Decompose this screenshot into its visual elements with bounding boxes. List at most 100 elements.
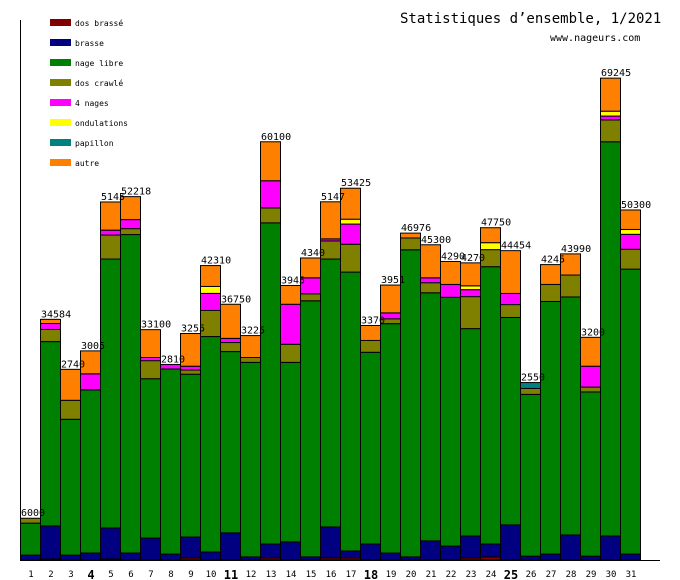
x-tick-label: 5 (108, 570, 113, 580)
x-tick-label: 27 (546, 570, 557, 580)
bar-segment-nage-libre (240, 361, 261, 558)
bar-day-23 (460, 262, 481, 561)
x-tick-label: 21 (426, 570, 437, 580)
x-tick-label: 6 (128, 570, 133, 580)
x-tick-label: 11 (224, 568, 238, 580)
bar-day-18 (360, 324, 381, 561)
bar-segment-autre (100, 201, 121, 231)
bar-total-label: 5147 (321, 192, 345, 203)
legend-swatch (50, 139, 71, 146)
bar-segment-dos-crawlé (340, 243, 361, 273)
x-tick-label: 4 (87, 568, 94, 580)
bar-segment-nage-libre (560, 296, 581, 536)
bar-total-label: 4245 (541, 255, 565, 266)
legend-label: dos crawlé (75, 78, 123, 88)
legend-label: dos brassé (75, 18, 123, 28)
bar-segment-autre (320, 201, 341, 240)
bar-segment-nage-libre (580, 391, 601, 557)
bar-segment-dos-crawlé (360, 339, 381, 353)
bar-day-16 (320, 201, 341, 561)
x-tick-label: 7 (148, 570, 153, 580)
x-tick-label: 18 (364, 568, 378, 580)
bar-total-label: 4340 (301, 248, 325, 259)
bar-segment-nage-libre (300, 300, 321, 558)
x-tick-labels: 1 2 3 4 5 6 7 8 9 10 11 12 13 14 15 16 17 18 19 20 21 22 23 24 2… (28, 568, 636, 580)
x-tick-label: 28 (566, 570, 577, 580)
bar-segment-nage-libre (540, 300, 561, 555)
bar-segment-4-nages (200, 292, 221, 311)
bar-segment-nage-libre (80, 389, 101, 554)
bar-segment-autre (360, 324, 381, 341)
bar-total-label: 5145 (101, 192, 125, 203)
legend-item: ondulations (50, 119, 128, 128)
bar-total-label: 45300 (421, 235, 451, 246)
chart-title: Statistiques d’ensemble, 1/2021 (400, 11, 661, 27)
bar-segment-nage-libre (380, 323, 401, 554)
bar-segment-dos-crawlé (260, 207, 281, 224)
legend-label: brasse (75, 39, 104, 48)
bar-segment-4-nages (460, 289, 481, 298)
bar-segment-nage-libre (400, 249, 421, 558)
bar-segment-nage-libre (100, 258, 121, 529)
bar-segment-brasse (540, 553, 561, 561)
bar-segment-brasse (100, 527, 121, 560)
bar-total-label: 60100 (261, 132, 291, 143)
legend-item: dos crawlé (50, 78, 123, 88)
bar-segment-4-nages (500, 292, 521, 306)
bar-total-label: 44454 (501, 241, 531, 252)
bar-segment-autre (120, 196, 141, 221)
bar-segment-brasse (420, 540, 441, 561)
chart-subtitle: www.nageurs.com (550, 33, 640, 44)
bar-segment-autre (340, 187, 361, 220)
bar-segment-4-nages (580, 365, 601, 388)
bar-segment-brasse (320, 526, 341, 559)
x-tick-label: 1 (28, 570, 33, 580)
bar-segment-brasse (620, 553, 641, 561)
bar-total-label: 50300 (621, 200, 651, 211)
bar-segment-nage-libre (360, 351, 381, 545)
bar-day-10 (200, 265, 221, 561)
x-tick-label: 10 (206, 570, 217, 580)
bar-segment-brasse (280, 541, 301, 561)
bar-segment-dos-crawlé (180, 369, 201, 375)
bar-day-5 (100, 201, 121, 561)
bar-segment-4-nages (180, 365, 201, 371)
bar-segment-autre (140, 329, 161, 358)
bar-day-3 (60, 368, 81, 561)
bar-segment-nage-libre (280, 361, 301, 543)
bar-total-label: 36750 (221, 294, 251, 305)
bar-segment-ondulations (200, 285, 221, 294)
x-tick-label: 16 (326, 570, 337, 580)
x-tick-label: 20 (406, 570, 417, 580)
bar-total-label: 47750 (481, 218, 511, 229)
bar-segment-4-nages (100, 229, 121, 236)
bar-segment-4-nages (40, 323, 61, 330)
legend-label: nage libre (75, 59, 123, 68)
bar-day-25 (500, 250, 521, 561)
bar-day-26 (520, 382, 541, 561)
bar-segment-dos-crawlé (520, 387, 541, 395)
bar-total-label: 42310 (201, 256, 231, 267)
legend-label: ondulations (75, 119, 128, 128)
bar-total-label: 46976 (401, 223, 431, 234)
bar-segment-nage-libre (440, 296, 461, 547)
bar-total-label: 4270 (461, 253, 485, 264)
bar-segment-nage-libre (180, 373, 201, 538)
bar-total-label: 3225 (241, 326, 265, 337)
legend-item: 4 nages (50, 99, 109, 108)
bar-segment-brasse (520, 555, 541, 561)
bar-segment-nage-libre (260, 222, 281, 545)
bar-segment-nage-libre (620, 268, 641, 555)
bar-segment-dos-crawlé (40, 328, 61, 343)
bar-total-label: 3255 (181, 323, 205, 334)
bar-segment-dos-crawlé (400, 237, 421, 251)
x-tick-label: 12 (246, 570, 257, 580)
bar-day-27 (540, 264, 561, 561)
bar-segment-brasse (140, 537, 161, 561)
bar-segment-brasse (360, 543, 381, 561)
bar-segment-nage-libre (200, 336, 221, 553)
x-tick-label: 8 (168, 570, 173, 580)
bar-segment-brasse (380, 552, 401, 561)
bar-segment-brasse (80, 552, 101, 561)
bar-segment-nage-libre (140, 378, 161, 539)
